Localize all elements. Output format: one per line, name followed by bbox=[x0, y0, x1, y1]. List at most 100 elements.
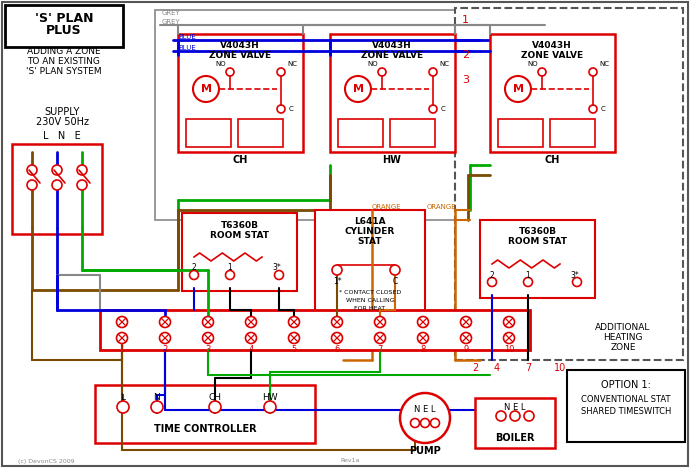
Text: FOR HEAT: FOR HEAT bbox=[355, 306, 386, 310]
Text: (c) DevonCS 2009: (c) DevonCS 2009 bbox=[18, 459, 75, 463]
Circle shape bbox=[510, 411, 520, 421]
Text: N E L: N E L bbox=[414, 405, 436, 415]
Circle shape bbox=[589, 105, 597, 113]
Text: ADDING A ZONE: ADDING A ZONE bbox=[27, 47, 101, 57]
Bar bbox=[5, 5, 123, 47]
Circle shape bbox=[331, 316, 342, 328]
Bar bbox=[315, 210, 425, 320]
Circle shape bbox=[246, 316, 257, 328]
Bar bbox=[567, 370, 685, 442]
Text: 5: 5 bbox=[291, 345, 297, 354]
Text: 9: 9 bbox=[464, 345, 469, 354]
Circle shape bbox=[375, 316, 386, 328]
Text: L641A: L641A bbox=[354, 218, 386, 227]
Text: NO: NO bbox=[215, 61, 226, 67]
Circle shape bbox=[226, 271, 235, 279]
Circle shape bbox=[589, 68, 597, 76]
Circle shape bbox=[77, 165, 87, 175]
Bar bbox=[12, 144, 102, 234]
Text: ZONE VALVE: ZONE VALVE bbox=[361, 51, 423, 59]
Circle shape bbox=[209, 401, 221, 413]
Circle shape bbox=[117, 401, 129, 413]
Circle shape bbox=[417, 316, 428, 328]
Text: 'S' PLAN: 'S' PLAN bbox=[34, 12, 93, 24]
Text: NO: NO bbox=[367, 61, 378, 67]
Text: 2: 2 bbox=[162, 345, 168, 354]
Text: C: C bbox=[393, 278, 398, 286]
Text: PUMP: PUMP bbox=[409, 446, 441, 456]
Bar bbox=[338, 119, 383, 147]
Text: 3*: 3* bbox=[273, 263, 282, 272]
Text: 8: 8 bbox=[420, 345, 426, 354]
Circle shape bbox=[288, 332, 299, 344]
Text: PLUS: PLUS bbox=[46, 23, 82, 37]
Text: N: N bbox=[154, 393, 160, 402]
Bar bbox=[95, 385, 315, 443]
Circle shape bbox=[202, 316, 213, 328]
Bar bbox=[498, 119, 543, 147]
Circle shape bbox=[488, 278, 497, 286]
Text: CONVENTIONAL STAT: CONVENTIONAL STAT bbox=[581, 395, 671, 404]
Text: M: M bbox=[513, 84, 524, 94]
Circle shape bbox=[378, 68, 386, 76]
Text: C: C bbox=[601, 106, 606, 112]
Circle shape bbox=[277, 68, 285, 76]
Text: CH: CH bbox=[208, 393, 221, 402]
Circle shape bbox=[117, 316, 128, 328]
Text: BLUE: BLUE bbox=[178, 34, 196, 40]
Text: 3*: 3* bbox=[571, 271, 580, 279]
Text: ZONE VALVE: ZONE VALVE bbox=[209, 51, 271, 59]
Circle shape bbox=[117, 332, 128, 344]
Text: 4: 4 bbox=[248, 345, 254, 354]
Text: C: C bbox=[289, 106, 294, 112]
Text: NO: NO bbox=[527, 61, 538, 67]
Circle shape bbox=[277, 105, 285, 113]
Text: HEATING: HEATING bbox=[603, 334, 643, 343]
Text: 10: 10 bbox=[504, 345, 514, 354]
Text: ZONE: ZONE bbox=[610, 344, 635, 352]
Circle shape bbox=[27, 165, 37, 175]
Text: HW: HW bbox=[262, 393, 278, 402]
Text: ORANGE: ORANGE bbox=[372, 204, 402, 210]
Circle shape bbox=[400, 393, 450, 443]
Text: 7: 7 bbox=[377, 345, 383, 354]
Text: WHEN CALLING: WHEN CALLING bbox=[346, 298, 394, 302]
Text: 'S' PLAN SYSTEM: 'S' PLAN SYSTEM bbox=[26, 67, 102, 76]
Text: BLUE: BLUE bbox=[178, 45, 196, 51]
Circle shape bbox=[288, 316, 299, 328]
Bar bbox=[238, 119, 283, 147]
Circle shape bbox=[193, 76, 219, 102]
Bar bbox=[475, 398, 555, 448]
Text: 1: 1 bbox=[119, 345, 125, 354]
Text: NC: NC bbox=[287, 61, 297, 67]
Circle shape bbox=[505, 76, 531, 102]
Text: CH: CH bbox=[233, 155, 248, 165]
Text: ROOM STAT: ROOM STAT bbox=[509, 237, 567, 247]
Circle shape bbox=[573, 278, 582, 286]
Circle shape bbox=[246, 332, 257, 344]
Text: ADDITIONAL: ADDITIONAL bbox=[595, 323, 651, 332]
Text: NC: NC bbox=[599, 61, 609, 67]
Text: V4043H: V4043H bbox=[372, 41, 412, 50]
Circle shape bbox=[524, 278, 533, 286]
Bar bbox=[178, 34, 303, 152]
Circle shape bbox=[504, 332, 515, 344]
Circle shape bbox=[331, 332, 342, 344]
Text: SUPPLY: SUPPLY bbox=[44, 107, 79, 117]
Circle shape bbox=[496, 411, 506, 421]
Text: STAT: STAT bbox=[357, 237, 382, 247]
Bar bbox=[390, 119, 435, 147]
Text: 1: 1 bbox=[462, 15, 469, 25]
Circle shape bbox=[226, 68, 234, 76]
Text: ROOM STAT: ROOM STAT bbox=[210, 231, 270, 240]
Bar bbox=[550, 119, 595, 147]
Text: HW: HW bbox=[382, 155, 402, 165]
Text: 10: 10 bbox=[554, 363, 566, 373]
Circle shape bbox=[429, 105, 437, 113]
Text: ORANGE: ORANGE bbox=[427, 204, 457, 210]
Text: CH: CH bbox=[544, 155, 560, 165]
Circle shape bbox=[275, 271, 284, 279]
Circle shape bbox=[332, 265, 342, 275]
Text: V4043H: V4043H bbox=[220, 41, 260, 50]
Text: OPTION 1:: OPTION 1: bbox=[601, 380, 651, 390]
